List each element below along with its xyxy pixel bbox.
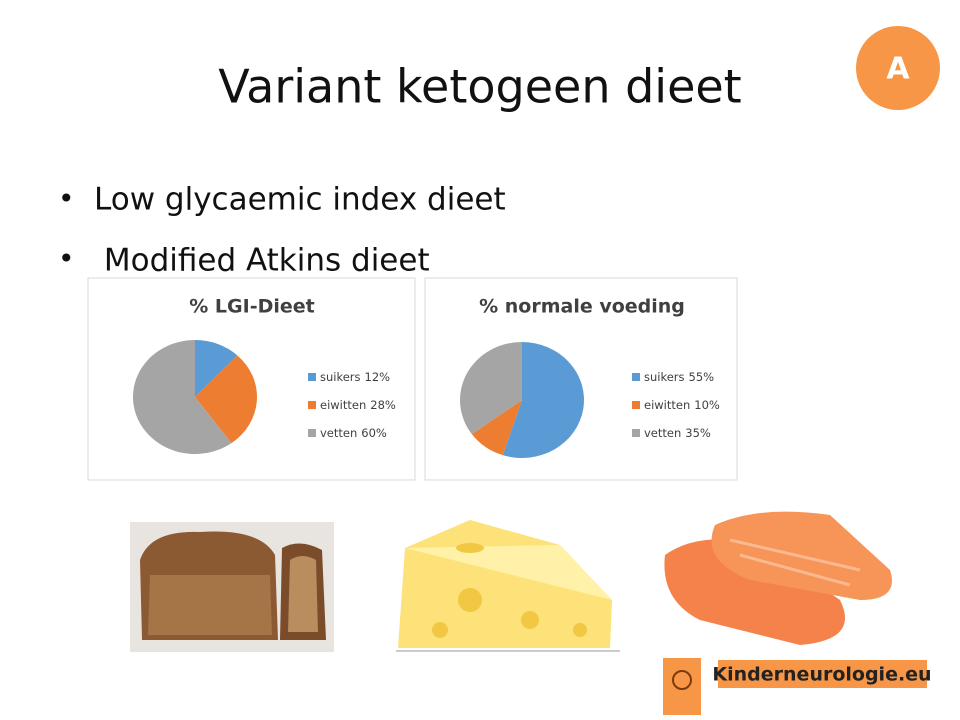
legend-entry: eiwitten 10% [644,398,720,412]
legend-swatch [308,429,316,437]
pie-slice [471,400,522,456]
legend-entry: suikers 55% [644,370,714,384]
legend-label: eiwitten [644,398,690,412]
chart-title: % LGI-Dieet [189,296,314,318]
legend-swatch [632,429,640,437]
legend-label: vetten [320,426,357,440]
slide-title: Variant ketogeen dieet [218,60,741,114]
legend-swatch [308,373,316,381]
cheese-image [396,520,620,652]
salmon-image [664,511,892,645]
legend-value: 10% [694,398,720,412]
legend-label: eiwitten [320,398,366,412]
legend-entry: vetten 60% [320,426,387,440]
logo-text: Kinderneurologie.eu [712,664,931,686]
bullet-text: Modified Atkins dieet [94,243,430,279]
badge-label: A [886,52,910,87]
pie-slice [195,355,257,444]
legend-entry: vetten 35% [644,426,711,440]
badge [856,26,940,110]
bullet-text: Low glycaemic index dieet [94,182,506,218]
legend-value: 12% [365,370,391,384]
legend-value: 28% [370,398,396,412]
pie-slice [460,342,522,435]
legend-label: suikers [320,370,361,384]
pie-slice [133,340,232,454]
pie-slice [195,340,238,397]
legend-value: 35% [685,426,711,440]
legend-swatch [632,401,640,409]
logo-icon [663,658,701,715]
legend-label: suikers [644,370,685,384]
legend-value: 55% [689,370,715,384]
bullet: • [58,182,75,215]
legend-swatch [308,401,316,409]
pie-slice [502,342,584,458]
logo-box [718,660,927,688]
legend-entry: eiwitten 28% [320,398,396,412]
chart-title: % normale voeding [479,296,685,318]
legend-label: vetten [644,426,681,440]
legend-entry: suikers 12% [320,370,390,384]
bread-image [130,522,334,652]
bullet: • [58,242,75,275]
logo-icon-figure [672,670,692,690]
legend-value: 60% [361,426,387,440]
legend-swatch [632,373,640,381]
